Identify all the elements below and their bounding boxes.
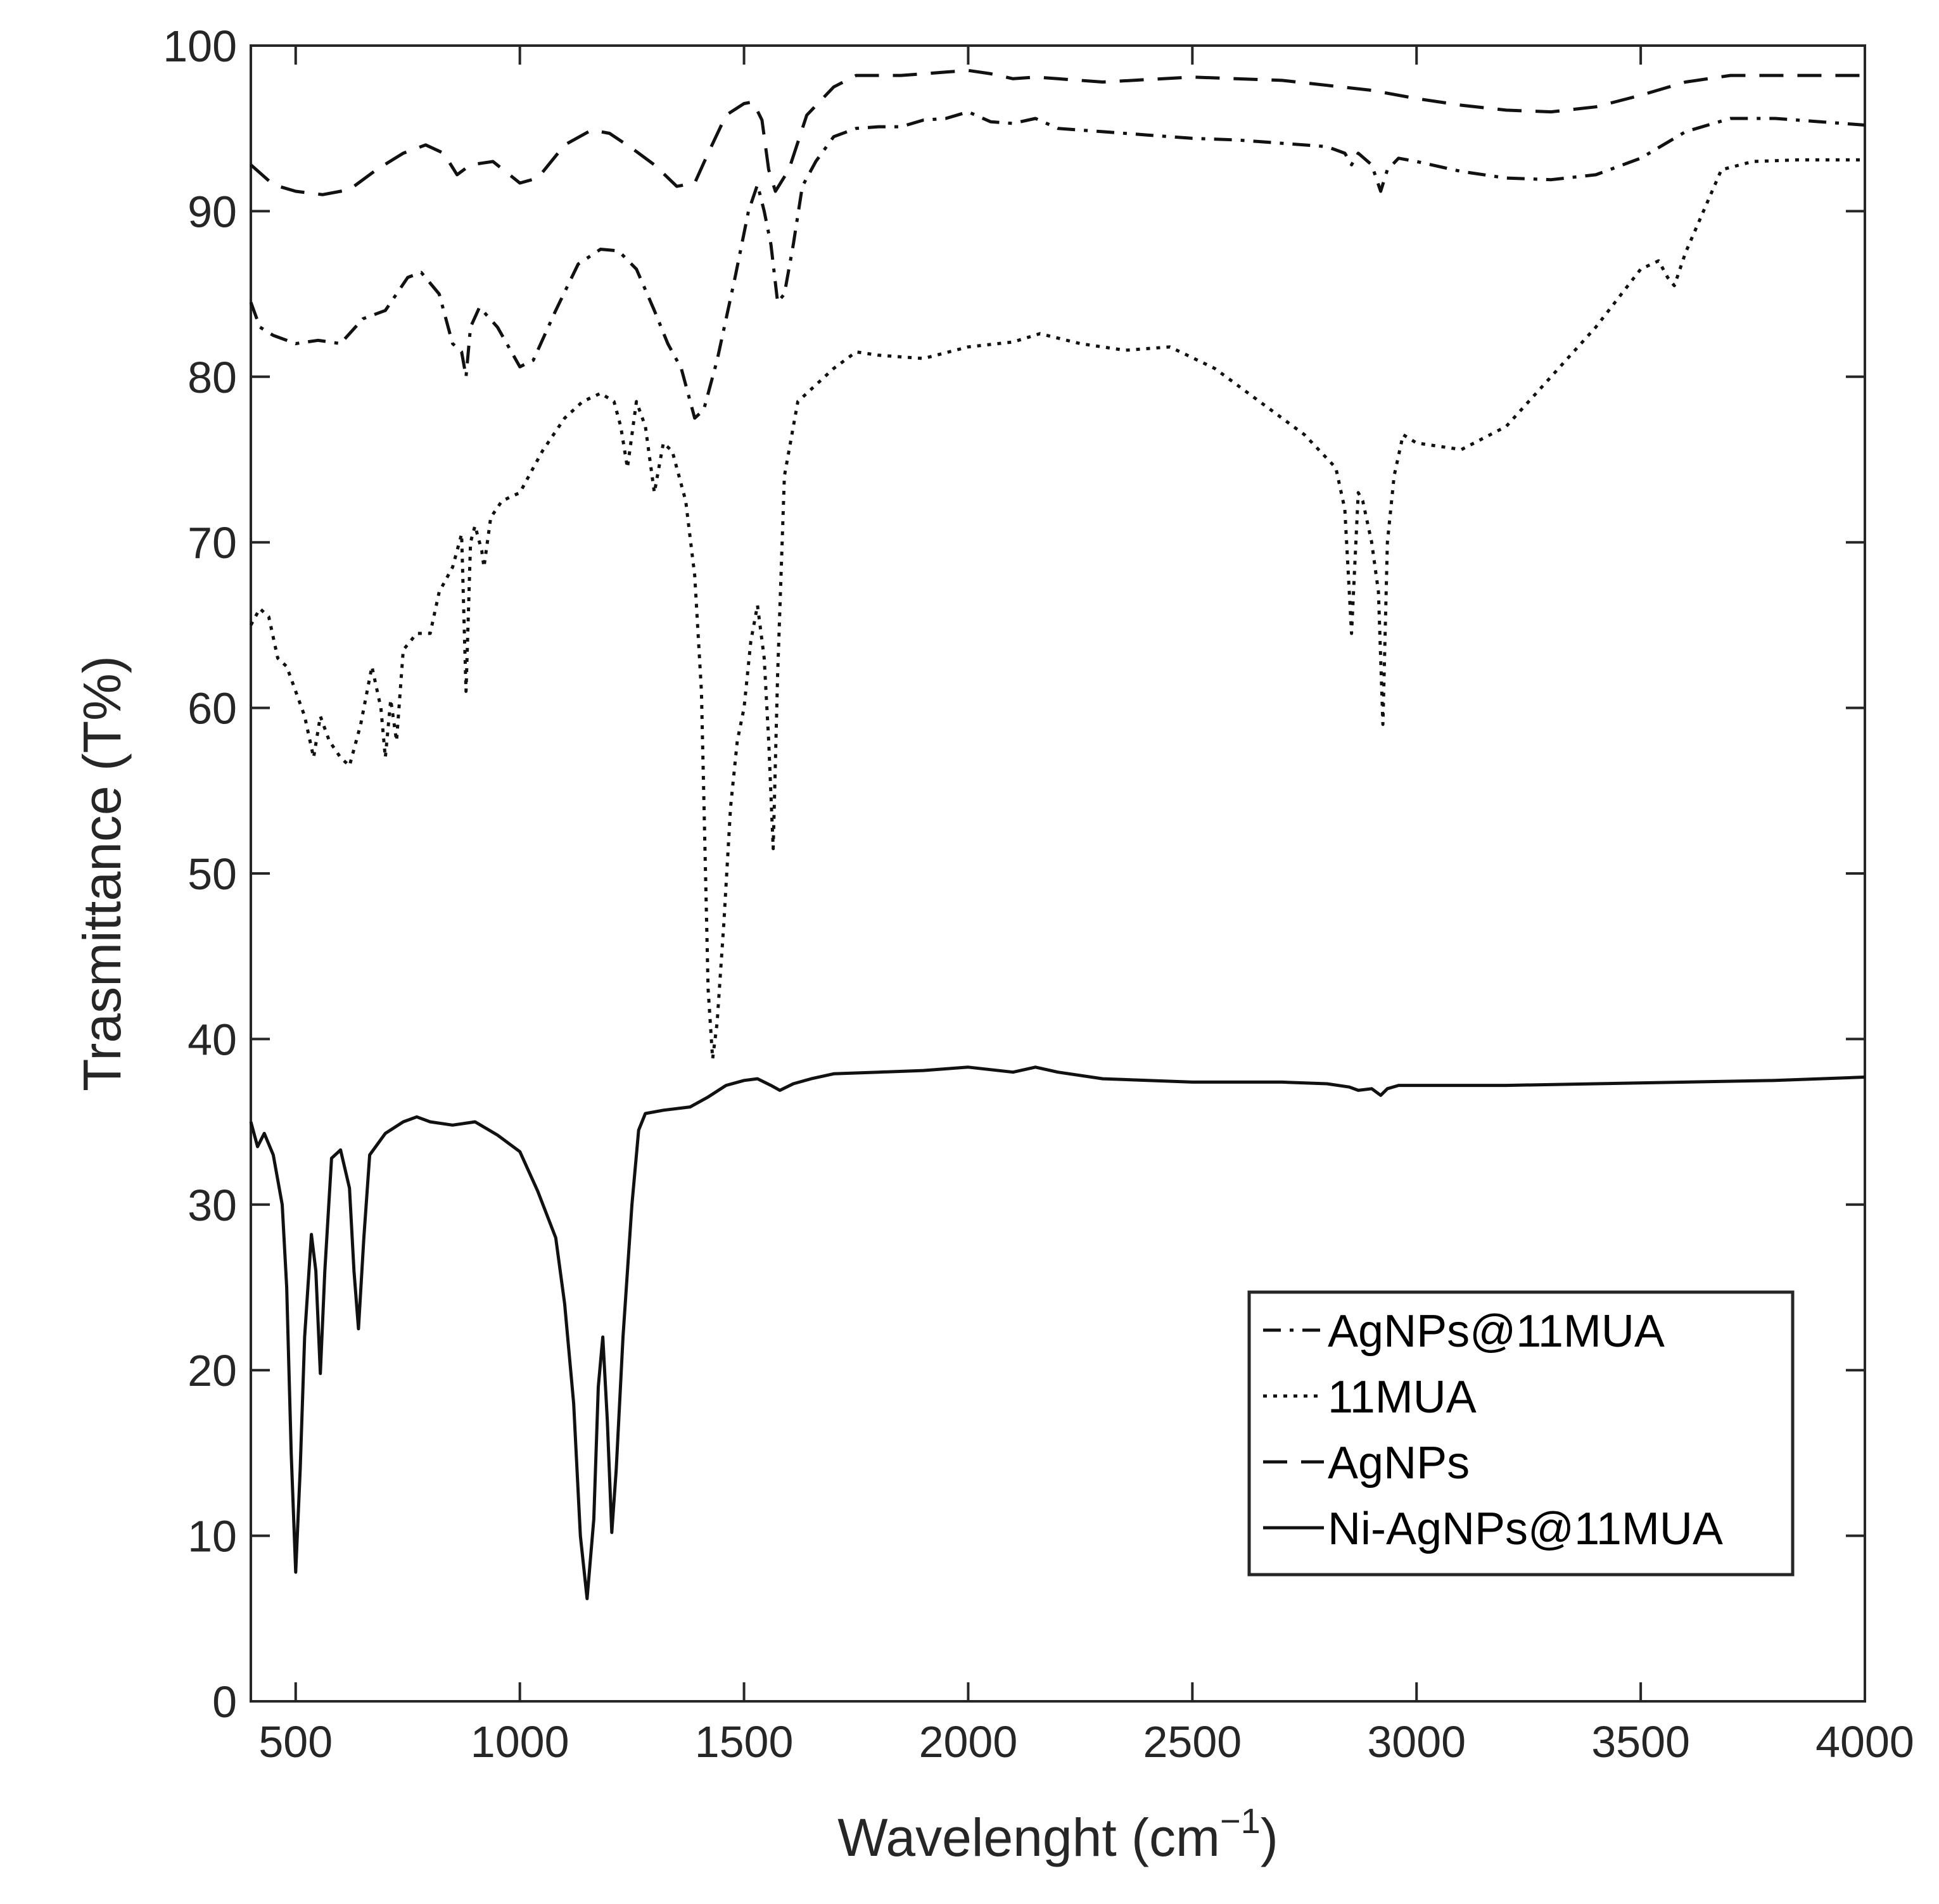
y-axis-title: Trasmittance (T%): [72, 656, 132, 1091]
y-tick-label: 40: [188, 1015, 237, 1064]
y-tick-label: 0: [212, 1677, 237, 1727]
x-axis-title-close: ): [1261, 1808, 1278, 1867]
x-tick-label: 1500: [695, 1717, 794, 1767]
x-tick-label: 2000: [919, 1717, 1018, 1767]
x-axis-title: Wavelenght (cm−1): [837, 1801, 1278, 1867]
plot-area: [249, 44, 1866, 1703]
x-tick-label: 500: [258, 1717, 333, 1767]
y-tick-label: 10: [188, 1512, 237, 1561]
series-line-agnps: [250, 68, 1865, 196]
legend-box: [1247, 1290, 1795, 1577]
x-tick-label: 1000: [471, 1717, 569, 1767]
series-line-agnps-11mua: [249, 110, 1866, 420]
legend-label-ni-agnps-11mua: Ni-AgNPs@11MUA: [1328, 1504, 1723, 1554]
y-tick-label: 100: [163, 22, 237, 71]
legend-items: AgNPs@11MUA 11MUA AgNPs Ni-AgNPs@11MUA: [1263, 1306, 1723, 1554]
y-tick-label: 20: [188, 1346, 237, 1395]
y-tick-label: 50: [188, 849, 237, 899]
series-layer: [249, 68, 1866, 1601]
x-tick-label: 4000: [1815, 1717, 1914, 1767]
y-tick-label: 90: [188, 187, 237, 236]
x-tick-label: 3000: [1367, 1717, 1466, 1767]
legend-label-11mua: 11MUA: [1328, 1372, 1477, 1423]
x-tick-label: 2500: [1143, 1717, 1242, 1767]
ticks-layer: [251, 44, 1866, 1703]
labels-layer: 500 1000 1500 2000 2500 3000 3500 4000 0 10 20 30 40…: [163, 22, 1914, 1767]
series-line-ni-agnps-11mua: [249, 1065, 1866, 1601]
y-tick-label: 80: [188, 353, 237, 402]
series-line-11mua: [249, 158, 1865, 1061]
x-axis-title-main: Wavelenght (cm: [837, 1808, 1220, 1867]
y-tick-label: 30: [188, 1181, 237, 1230]
y-tick-label: 70: [188, 518, 237, 568]
x-axis-title-superscript: −1: [1220, 1801, 1261, 1841]
legend-label-agnps: AgNPs: [1328, 1438, 1470, 1488]
legend-label-agnps-11mua: AgNPs@11MUA: [1328, 1306, 1665, 1357]
y-tick-label: 60: [188, 684, 237, 733]
legend: AgNPs@11MUA 11MUA AgNPs Ni-AgNPs@11MUA: [1247, 1290, 1795, 1577]
x-tick-label: 3500: [1591, 1717, 1690, 1767]
